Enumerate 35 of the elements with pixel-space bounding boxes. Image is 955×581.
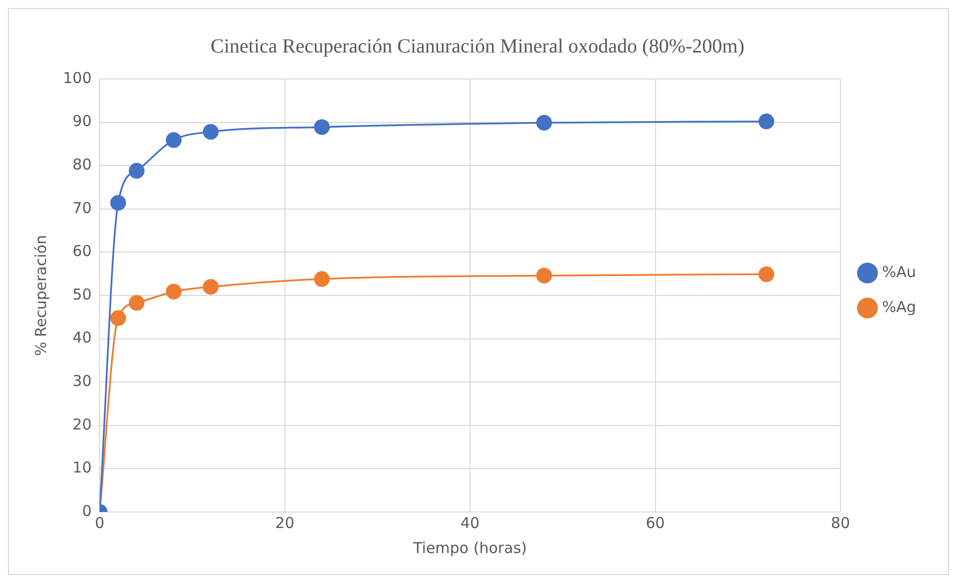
y-axis-title: % Recuperación xyxy=(32,235,50,356)
point xyxy=(128,162,145,179)
x-tick-label: 80 xyxy=(830,514,850,532)
y-tick-label: 50 xyxy=(72,285,92,304)
y-tick-label: 70 xyxy=(72,198,92,217)
point xyxy=(536,268,552,284)
point xyxy=(202,124,219,140)
y-tick-label: 90 xyxy=(72,112,92,130)
y-tick-label: 30 xyxy=(72,372,92,390)
point xyxy=(536,114,552,131)
x-tick-label: 60 xyxy=(646,514,665,532)
x-axis-title: Tiempo (horas) xyxy=(412,538,527,557)
point xyxy=(758,266,774,282)
x-tick-label: 0 xyxy=(94,514,104,532)
point xyxy=(166,132,182,148)
point xyxy=(110,194,126,211)
x-tick-label: 40 xyxy=(460,514,480,532)
legend-label: %Au xyxy=(882,262,916,281)
legend-label: %Ag xyxy=(882,298,916,316)
y-tick-label: 80 xyxy=(72,155,92,174)
y-tick-label: 40 xyxy=(72,328,92,347)
point xyxy=(128,294,145,311)
y-tick-label: 0 xyxy=(82,502,92,520)
point xyxy=(202,278,219,295)
point xyxy=(314,271,330,287)
chart-title: Cinetica Recuperación Cianuración Mineral oxodado (80%-200m) xyxy=(210,35,744,58)
x-tick-label: 20 xyxy=(275,514,294,532)
point xyxy=(758,114,774,130)
point xyxy=(314,119,330,135)
point xyxy=(166,284,182,300)
point xyxy=(110,310,126,326)
y-tick-label: 20 xyxy=(72,415,92,434)
y-tick-label: 10 xyxy=(72,458,92,477)
y-tick-label: 100 xyxy=(62,68,92,87)
y-tick-label: 60 xyxy=(72,242,92,260)
